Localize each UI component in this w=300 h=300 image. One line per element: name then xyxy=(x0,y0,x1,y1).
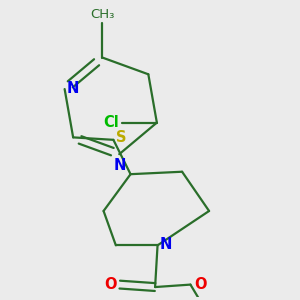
Text: S: S xyxy=(116,130,126,146)
Text: O: O xyxy=(194,277,206,292)
Text: Cl: Cl xyxy=(103,115,119,130)
Text: O: O xyxy=(104,277,116,292)
Text: N: N xyxy=(67,81,80,96)
Text: CH₃: CH₃ xyxy=(90,8,114,21)
Text: N: N xyxy=(160,237,172,252)
Text: N: N xyxy=(114,158,126,173)
